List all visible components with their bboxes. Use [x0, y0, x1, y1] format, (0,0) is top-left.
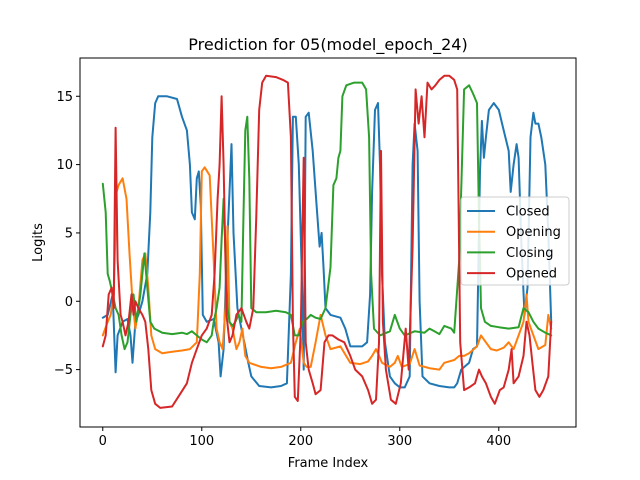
legend-label-opened: Opened: [506, 267, 557, 282]
x-tick-label: 0: [99, 434, 107, 449]
x-tick-label: 300: [387, 434, 412, 449]
y-tick-label: 0: [65, 295, 73, 310]
y-tick-label: 15: [56, 90, 73, 105]
legend-label-opening: Opening: [506, 225, 561, 240]
series-line-closed: [101, 95, 553, 389]
legend-label-closing: Closing: [506, 246, 554, 261]
axes-frame: [79, 57, 577, 428]
legend: Closed Opening Closing Opened: [460, 196, 570, 286]
x-tick-label: 100: [189, 434, 214, 449]
y-tick-label: 5: [65, 226, 73, 241]
y-axis-ticks: −5 0 5 10 15: [54, 90, 80, 378]
y-tick-label: −5: [54, 363, 73, 378]
y-axis-label: Logits: [31, 223, 46, 262]
x-axis-label: Frame Index: [288, 456, 369, 471]
series-line-opening: [101, 166, 553, 371]
legend-box: [460, 196, 570, 286]
chart-title: Prediction for 05(model_epoch_24): [188, 35, 467, 55]
series-line-opened: [101, 74, 553, 409]
y-tick-label: 10: [56, 158, 73, 173]
legend-label-closed: Closed: [506, 205, 550, 220]
x-axis-ticks: 0 100 200 300 400: [99, 427, 511, 449]
x-tick-label: 400: [486, 434, 511, 449]
x-tick-label: 200: [288, 434, 313, 449]
